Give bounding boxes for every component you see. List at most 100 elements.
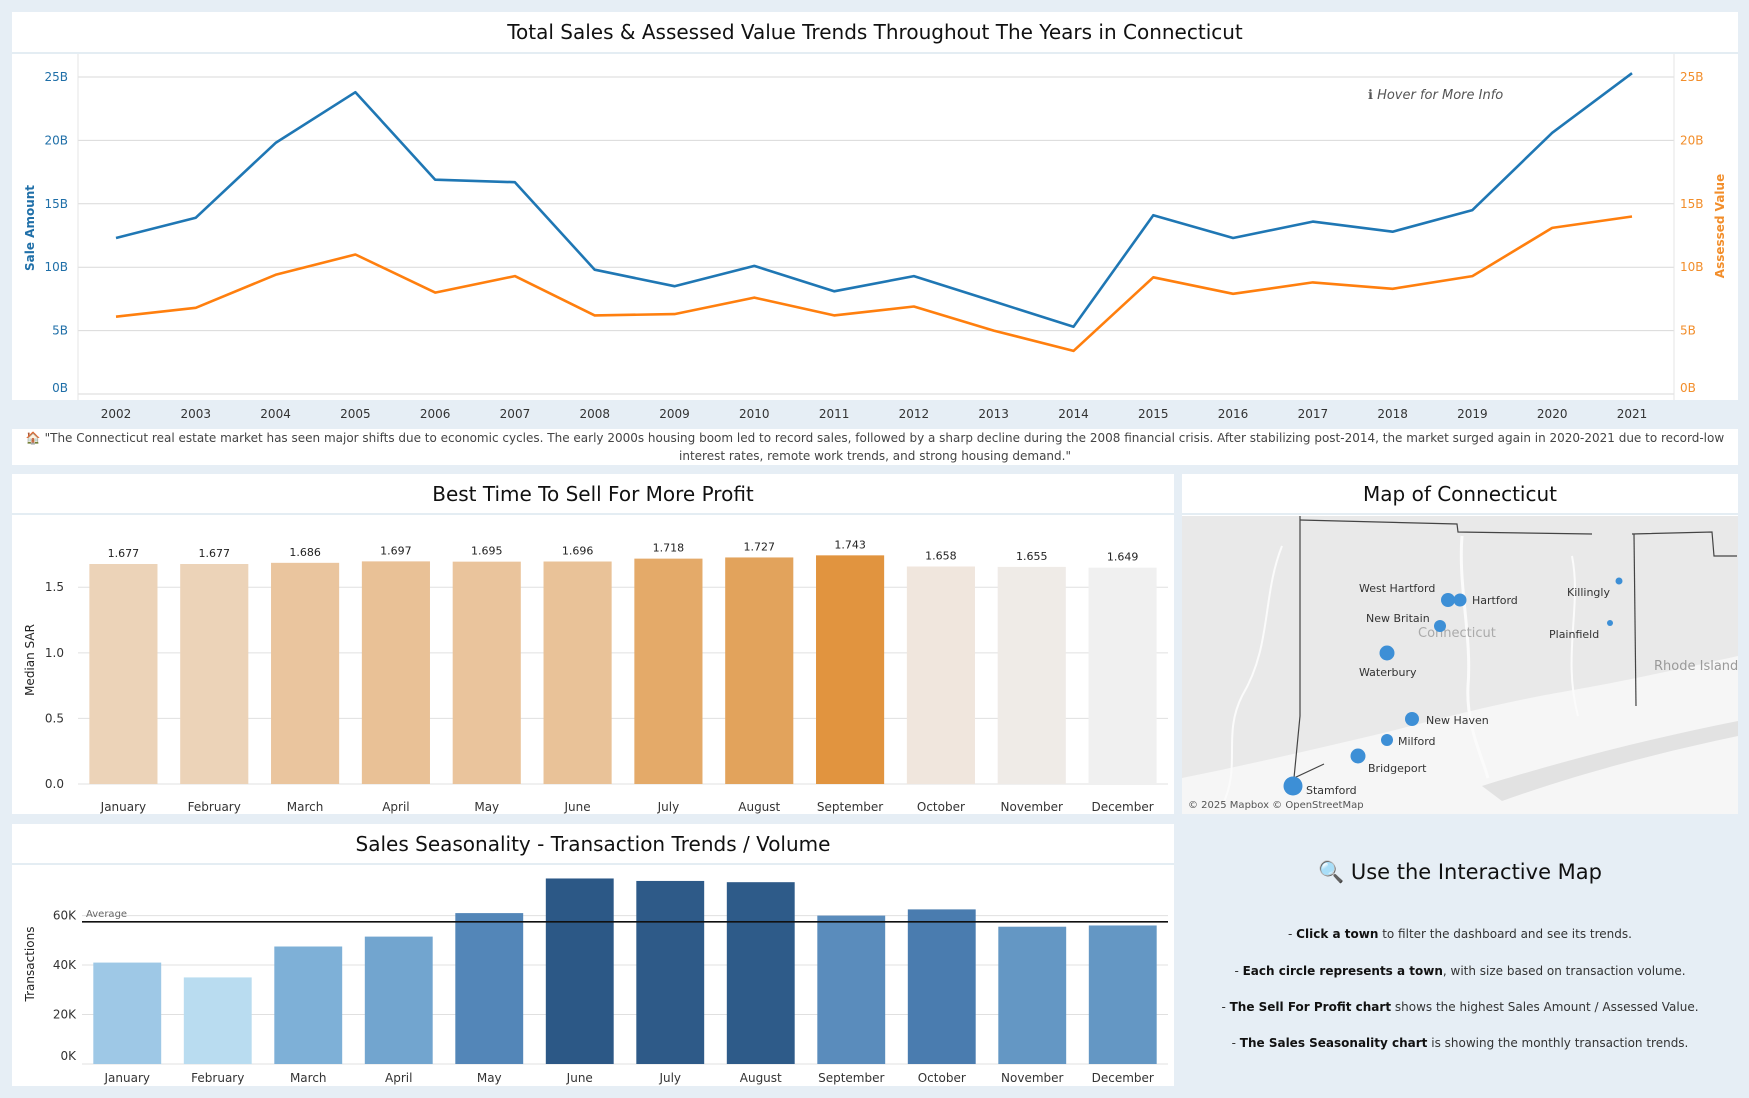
bar-value-label: 1.677	[108, 547, 140, 560]
y2-tick-label: 10B	[1680, 260, 1704, 274]
bar-value-label: 1.686	[289, 546, 321, 559]
x-tick-label: September	[817, 800, 883, 814]
transaction-bar[interactable]	[274, 946, 343, 1065]
transaction-bar[interactable]	[726, 882, 795, 1064]
help-line-1: - Click a town to filter the dashboard a…	[1288, 927, 1632, 941]
town-marker-bridgeport[interactable]	[1350, 748, 1366, 764]
profit-title: Best Time To Sell For More Profit	[432, 482, 754, 506]
bar-value-label: 1.658	[925, 549, 957, 562]
sale-amount-axis-label: Sale Amount	[23, 185, 37, 271]
town-label: Stamford	[1306, 784, 1357, 797]
town-marker-new-haven[interactable]	[1405, 712, 1419, 726]
transaction-bar[interactable]	[183, 977, 252, 1064]
y-tick-label: 25B	[44, 70, 68, 84]
transaction-bar[interactable]	[93, 962, 162, 1064]
town-label: Bridgeport	[1368, 762, 1427, 775]
hover-hint: ℹ Hover for More Info	[1368, 88, 1503, 103]
bar-value-label: 1.649	[1107, 551, 1139, 564]
x-tick-label: 2014	[1058, 407, 1089, 421]
y2-tick-label: 20B	[1680, 133, 1704, 147]
town-marker-west-hartford[interactable]	[1441, 593, 1455, 607]
assessed-value-line[interactable]	[115, 215, 1633, 353]
x-tick-label: August	[740, 1071, 782, 1085]
y-tick-label: 0.5	[45, 711, 64, 725]
y-tick-label: 40K	[53, 958, 77, 972]
transaction-bar[interactable]	[1088, 925, 1157, 1064]
x-tick-label: June	[564, 800, 591, 814]
profit-bar[interactable]	[725, 557, 794, 784]
x-tick-label: January	[104, 1071, 151, 1085]
help-line-2: - Each circle represents a town, with si…	[1234, 964, 1686, 978]
x-tick-label: 2009	[659, 407, 690, 421]
transaction-bar[interactable]	[545, 878, 614, 1064]
connecticut-map[interactable]: Connecticut Rhode Island West Hartford H…	[1182, 516, 1738, 814]
y-tick-label: 60K	[53, 909, 77, 923]
season-chart[interactable]: 0K 20K 40K 60K January February March April May…	[0, 824, 1180, 1094]
x-tick-label: December	[1091, 800, 1153, 814]
help-line-3: - The Sell For Profit chart shows the hi…	[1221, 1000, 1699, 1014]
town-marker-waterbury[interactable]	[1379, 645, 1395, 661]
x-tick-label: 2003	[181, 407, 212, 421]
y-tick-label: 0.0	[45, 777, 64, 791]
x-tick-label: April	[382, 800, 409, 814]
town-label: New Haven	[1426, 714, 1489, 727]
y-tick-label: 20B	[44, 133, 68, 147]
town-marker-milford[interactable]	[1381, 734, 1393, 746]
profit-bar[interactable]	[906, 566, 975, 784]
profit-bar[interactable]	[180, 564, 249, 784]
town-marker-hartford[interactable]	[1453, 593, 1467, 607]
town-label: Killingly	[1567, 586, 1610, 599]
x-tick-label: December	[1092, 1071, 1154, 1085]
x-tick-label: March	[287, 800, 324, 814]
x-tick-label: February	[191, 1071, 244, 1085]
town-label: New Britain	[1366, 612, 1430, 625]
assessed-value-axis-label: Assessed Value	[1713, 174, 1727, 278]
transaction-bar[interactable]	[636, 880, 705, 1064]
transaction-bar[interactable]	[907, 909, 976, 1064]
transaction-bar[interactable]	[998, 926, 1067, 1064]
x-tick-label: October	[917, 800, 965, 814]
average-label: Average	[86, 909, 127, 920]
town-marker-stamford[interactable]	[1283, 776, 1303, 796]
x-tick-label: July	[658, 1071, 681, 1085]
season-title: Sales Seasonality - Transaction Trends /…	[355, 832, 831, 856]
town-label: Hartford	[1472, 594, 1518, 607]
y-tick-label: 15B	[44, 197, 68, 211]
profit-bar[interactable]	[816, 555, 885, 784]
town-marker-plainfield[interactable]	[1607, 620, 1613, 626]
x-tick-label: November	[1001, 1071, 1063, 1085]
y-tick-label: 1.0	[45, 646, 64, 660]
profit-bar[interactable]	[361, 561, 430, 784]
profit-bar[interactable]	[89, 564, 158, 784]
profit-bar[interactable]	[1088, 567, 1157, 784]
town-label: West Hartford	[1359, 582, 1435, 595]
bar-value-label: 1.695	[471, 545, 503, 558]
trend-chart[interactable]: 0B 5B 10B 15B 20B 25B 0B 5B 10B 15B 20B 25B 2002 20…	[0, 0, 1749, 430]
town-marker-killingly[interactable]	[1615, 577, 1623, 585]
neighbor-label: Rhode Island	[1654, 659, 1738, 674]
trend-title: Total Sales & Assessed Value Trends Thro…	[507, 20, 1243, 44]
town-marker-new-britain[interactable]	[1434, 620, 1446, 632]
profit-bar[interactable]	[634, 558, 703, 784]
profit-chart[interactable]: 0.0 0.5 1.0 1.5 1.677 January 1.677 February 1.…	[0, 474, 1180, 819]
profit-bar[interactable]	[543, 561, 612, 784]
transaction-bar[interactable]	[455, 913, 524, 1064]
x-tick-label: March	[290, 1071, 327, 1085]
profit-bar[interactable]	[271, 562, 340, 784]
x-tick-label: September	[818, 1071, 884, 1085]
transactions-axis-label: Transactions	[23, 927, 37, 1003]
bar-value-label: 1.655	[1016, 550, 1048, 563]
bar-value-label: 1.677	[199, 547, 231, 560]
profit-bar[interactable]	[452, 561, 521, 784]
transaction-bar[interactable]	[817, 915, 886, 1064]
bar-value-label: 1.718	[653, 542, 685, 555]
x-tick-label: June	[566, 1071, 593, 1085]
profit-bar[interactable]	[997, 566, 1066, 784]
x-tick-label: 2020	[1537, 407, 1568, 421]
sale-amount-line[interactable]	[115, 72, 1633, 329]
x-tick-label: 2019	[1457, 407, 1488, 421]
x-tick-label: February	[188, 800, 241, 814]
transaction-bar[interactable]	[364, 936, 433, 1064]
y-tick-label: 0K	[60, 1049, 77, 1063]
help-title: 🔍 Use the Interactive Map	[1318, 860, 1602, 884]
